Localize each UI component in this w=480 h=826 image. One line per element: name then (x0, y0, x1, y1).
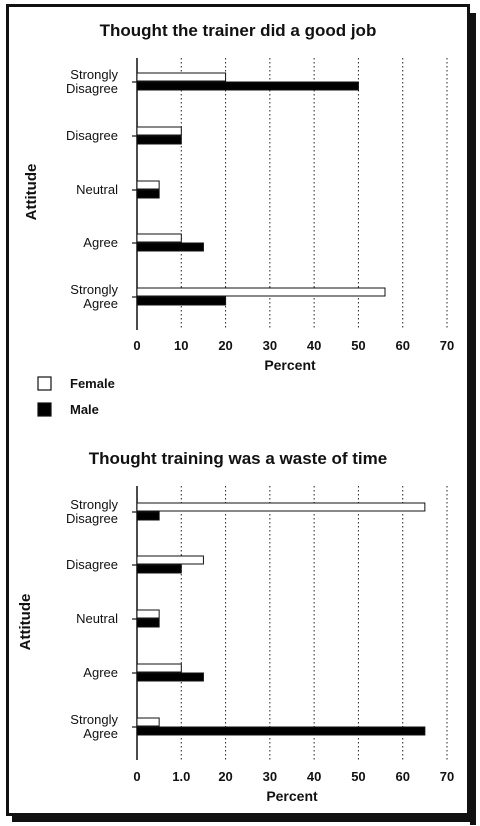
chart2-category-label: Disagree (66, 557, 118, 572)
chart2-category-label: Neutral (76, 611, 118, 626)
chart1-bar-female (136, 180, 160, 190)
chart1-bar-female (136, 126, 182, 136)
chart2-tick-label: 1.0 (172, 769, 190, 784)
chart2-bar-male (136, 511, 160, 521)
chart1-bar-male (136, 189, 160, 199)
legend-male-label: Male (70, 402, 99, 417)
chart2-bar-male (136, 618, 160, 628)
chart1-category-label: Neutral (76, 182, 118, 197)
chart1-tick-label: 40 (307, 338, 321, 353)
chart2-tick-label: 50 (351, 769, 365, 784)
chart1-plot: 0 10 20 30 40 50 60 70 Strongly Disagree Disagree N… (66, 58, 454, 353)
chart1-bar-male (136, 296, 227, 306)
chart2-category-label: Agree (83, 665, 118, 680)
chart1-bar-male (136, 135, 182, 145)
chart1-category-label: Strongly Agree (70, 282, 118, 311)
figure-frame (6, 4, 476, 825)
legend-female-swatch (37, 376, 52, 391)
chart1-bar-female (136, 233, 182, 243)
legend: Female Male (37, 376, 115, 417)
chart1-tick-label: 50 (351, 338, 365, 353)
chart1-xlabel: Percent (264, 357, 316, 373)
chart2-ylabel: Attitude (17, 594, 34, 651)
chart1-tick-label: 30 (263, 338, 277, 353)
chart2-tick-label: 70 (440, 769, 454, 784)
chart1-bar-male (136, 81, 359, 91)
chart2-category-label: Strongly Disagree (66, 497, 119, 526)
chart2-bar-female (136, 555, 204, 565)
chart2-plot: 0 1.0 20 30 40 50 60 70 Strongly Disagree Disagree… (66, 486, 454, 784)
chart2-tick-label: 60 (395, 769, 409, 784)
legend-female-label: Female (70, 376, 115, 391)
chart2-category-label: Strongly Agree (70, 712, 118, 741)
chart1-category-label: Agree (83, 235, 118, 250)
chart2-bar-female (136, 663, 182, 673)
chart1-ylabel: Attitude (23, 164, 40, 221)
chart1-category-label: Disagree (66, 128, 118, 143)
chart1-bar-female (136, 287, 386, 297)
legend-male-swatch (37, 402, 52, 417)
frame-shadow (12, 816, 476, 822)
chart1-title: Thought the trainer did a good job (100, 21, 377, 40)
chart1-tick-label: 20 (218, 338, 232, 353)
chart1-tick-label: 0 (133, 338, 140, 353)
chart2-title: Thought training was a waste of time (89, 449, 387, 468)
chart1-bar-female (136, 72, 227, 82)
chart2-tick-label: 0 (133, 769, 140, 784)
chart2-bar-female (136, 717, 160, 727)
chart1-category-label: Strongly Disagree (66, 67, 119, 96)
chart2-bar-male (136, 564, 182, 574)
chart2-tick-label: 30 (263, 769, 277, 784)
chart2-bar-female (136, 502, 426, 512)
chart2-xlabel: Percent (266, 788, 318, 804)
chart1-tick-label: 10 (174, 338, 188, 353)
chart2-tick-label: 20 (218, 769, 232, 784)
chart2-bar-male (136, 726, 426, 736)
chart2-bar-male (136, 672, 204, 682)
chart2-tick-label: 40 (307, 769, 321, 784)
chart1-tick-label: 70 (440, 338, 454, 353)
chart2-bar-female (136, 609, 160, 619)
chart1-tick-label: 60 (395, 338, 409, 353)
chart1-bar-male (136, 242, 204, 252)
